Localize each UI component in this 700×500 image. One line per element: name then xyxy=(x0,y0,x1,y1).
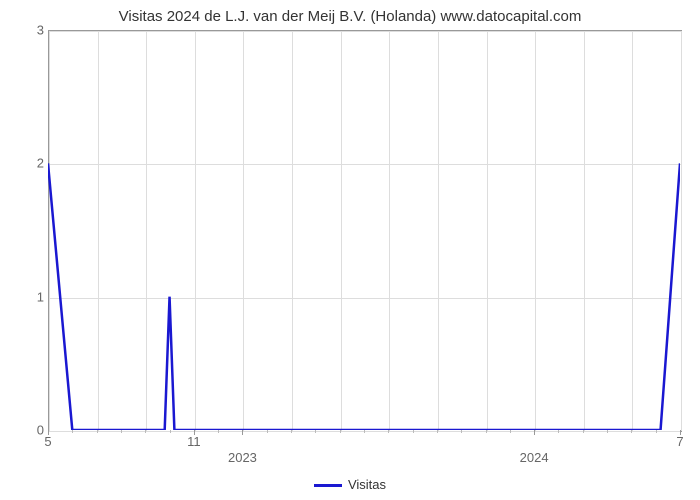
x-minor-tick xyxy=(170,430,171,433)
x-minor-tick xyxy=(631,430,632,433)
grid-line-h xyxy=(49,31,681,32)
grid-line-v xyxy=(146,31,147,431)
legend-swatch xyxy=(314,484,342,487)
x-minor-tick xyxy=(340,430,341,433)
x-minor-tick xyxy=(461,430,462,433)
grid-line-h xyxy=(49,164,681,165)
x-minor-tick xyxy=(558,430,559,433)
x-tick-label: 11 xyxy=(187,434,201,449)
legend-label: Visitas xyxy=(348,477,386,492)
x-major-tick xyxy=(242,430,243,435)
grid-line-v xyxy=(681,31,682,431)
x-minor-tick xyxy=(291,430,292,433)
legend: Visitas xyxy=(0,477,700,492)
x-minor-tick xyxy=(656,430,657,433)
grid-line-v xyxy=(195,31,196,431)
grid-line-v xyxy=(243,31,244,431)
y-tick-label: 3 xyxy=(8,23,44,38)
x-year-label: 2023 xyxy=(228,450,257,465)
x-minor-tick xyxy=(413,430,414,433)
x-minor-tick xyxy=(97,430,98,433)
grid-line-v xyxy=(341,31,342,431)
grid-line-v xyxy=(49,31,50,431)
x-minor-tick xyxy=(315,430,316,433)
plot-area xyxy=(48,30,682,432)
x-minor-tick xyxy=(364,430,365,433)
x-major-tick xyxy=(680,430,681,435)
x-minor-tick xyxy=(388,430,389,433)
x-major-tick xyxy=(48,430,49,435)
x-minor-tick xyxy=(267,430,268,433)
x-minor-tick xyxy=(437,430,438,433)
x-tick-label: 7 xyxy=(676,434,683,449)
x-minor-tick xyxy=(121,430,122,433)
y-tick-label: 0 xyxy=(8,423,44,438)
chart-title: Visitas 2024 de L.J. van der Meij B.V. (… xyxy=(0,8,700,25)
x-tick-label: 5 xyxy=(44,434,51,449)
x-minor-tick xyxy=(607,430,608,433)
grid-line-v xyxy=(584,31,585,431)
x-minor-tick xyxy=(145,430,146,433)
grid-line-v xyxy=(98,31,99,431)
grid-line-h xyxy=(49,431,681,432)
x-minor-tick xyxy=(583,430,584,433)
x-major-tick xyxy=(534,430,535,435)
chart-container: Visitas 2024 de L.J. van der Meij B.V. (… xyxy=(0,0,700,500)
grid-line-v xyxy=(292,31,293,431)
grid-line-v xyxy=(535,31,536,431)
grid-line-v xyxy=(487,31,488,431)
grid-line-v xyxy=(632,31,633,431)
grid-line-v xyxy=(438,31,439,431)
x-minor-tick xyxy=(72,430,73,433)
x-minor-tick xyxy=(218,430,219,433)
grid-line-v xyxy=(389,31,390,431)
x-major-tick xyxy=(194,430,195,435)
x-minor-tick xyxy=(486,430,487,433)
y-tick-label: 1 xyxy=(8,289,44,304)
grid-line-h xyxy=(49,298,681,299)
x-minor-tick xyxy=(510,430,511,433)
y-tick-label: 2 xyxy=(8,156,44,171)
x-year-label: 2024 xyxy=(520,450,549,465)
